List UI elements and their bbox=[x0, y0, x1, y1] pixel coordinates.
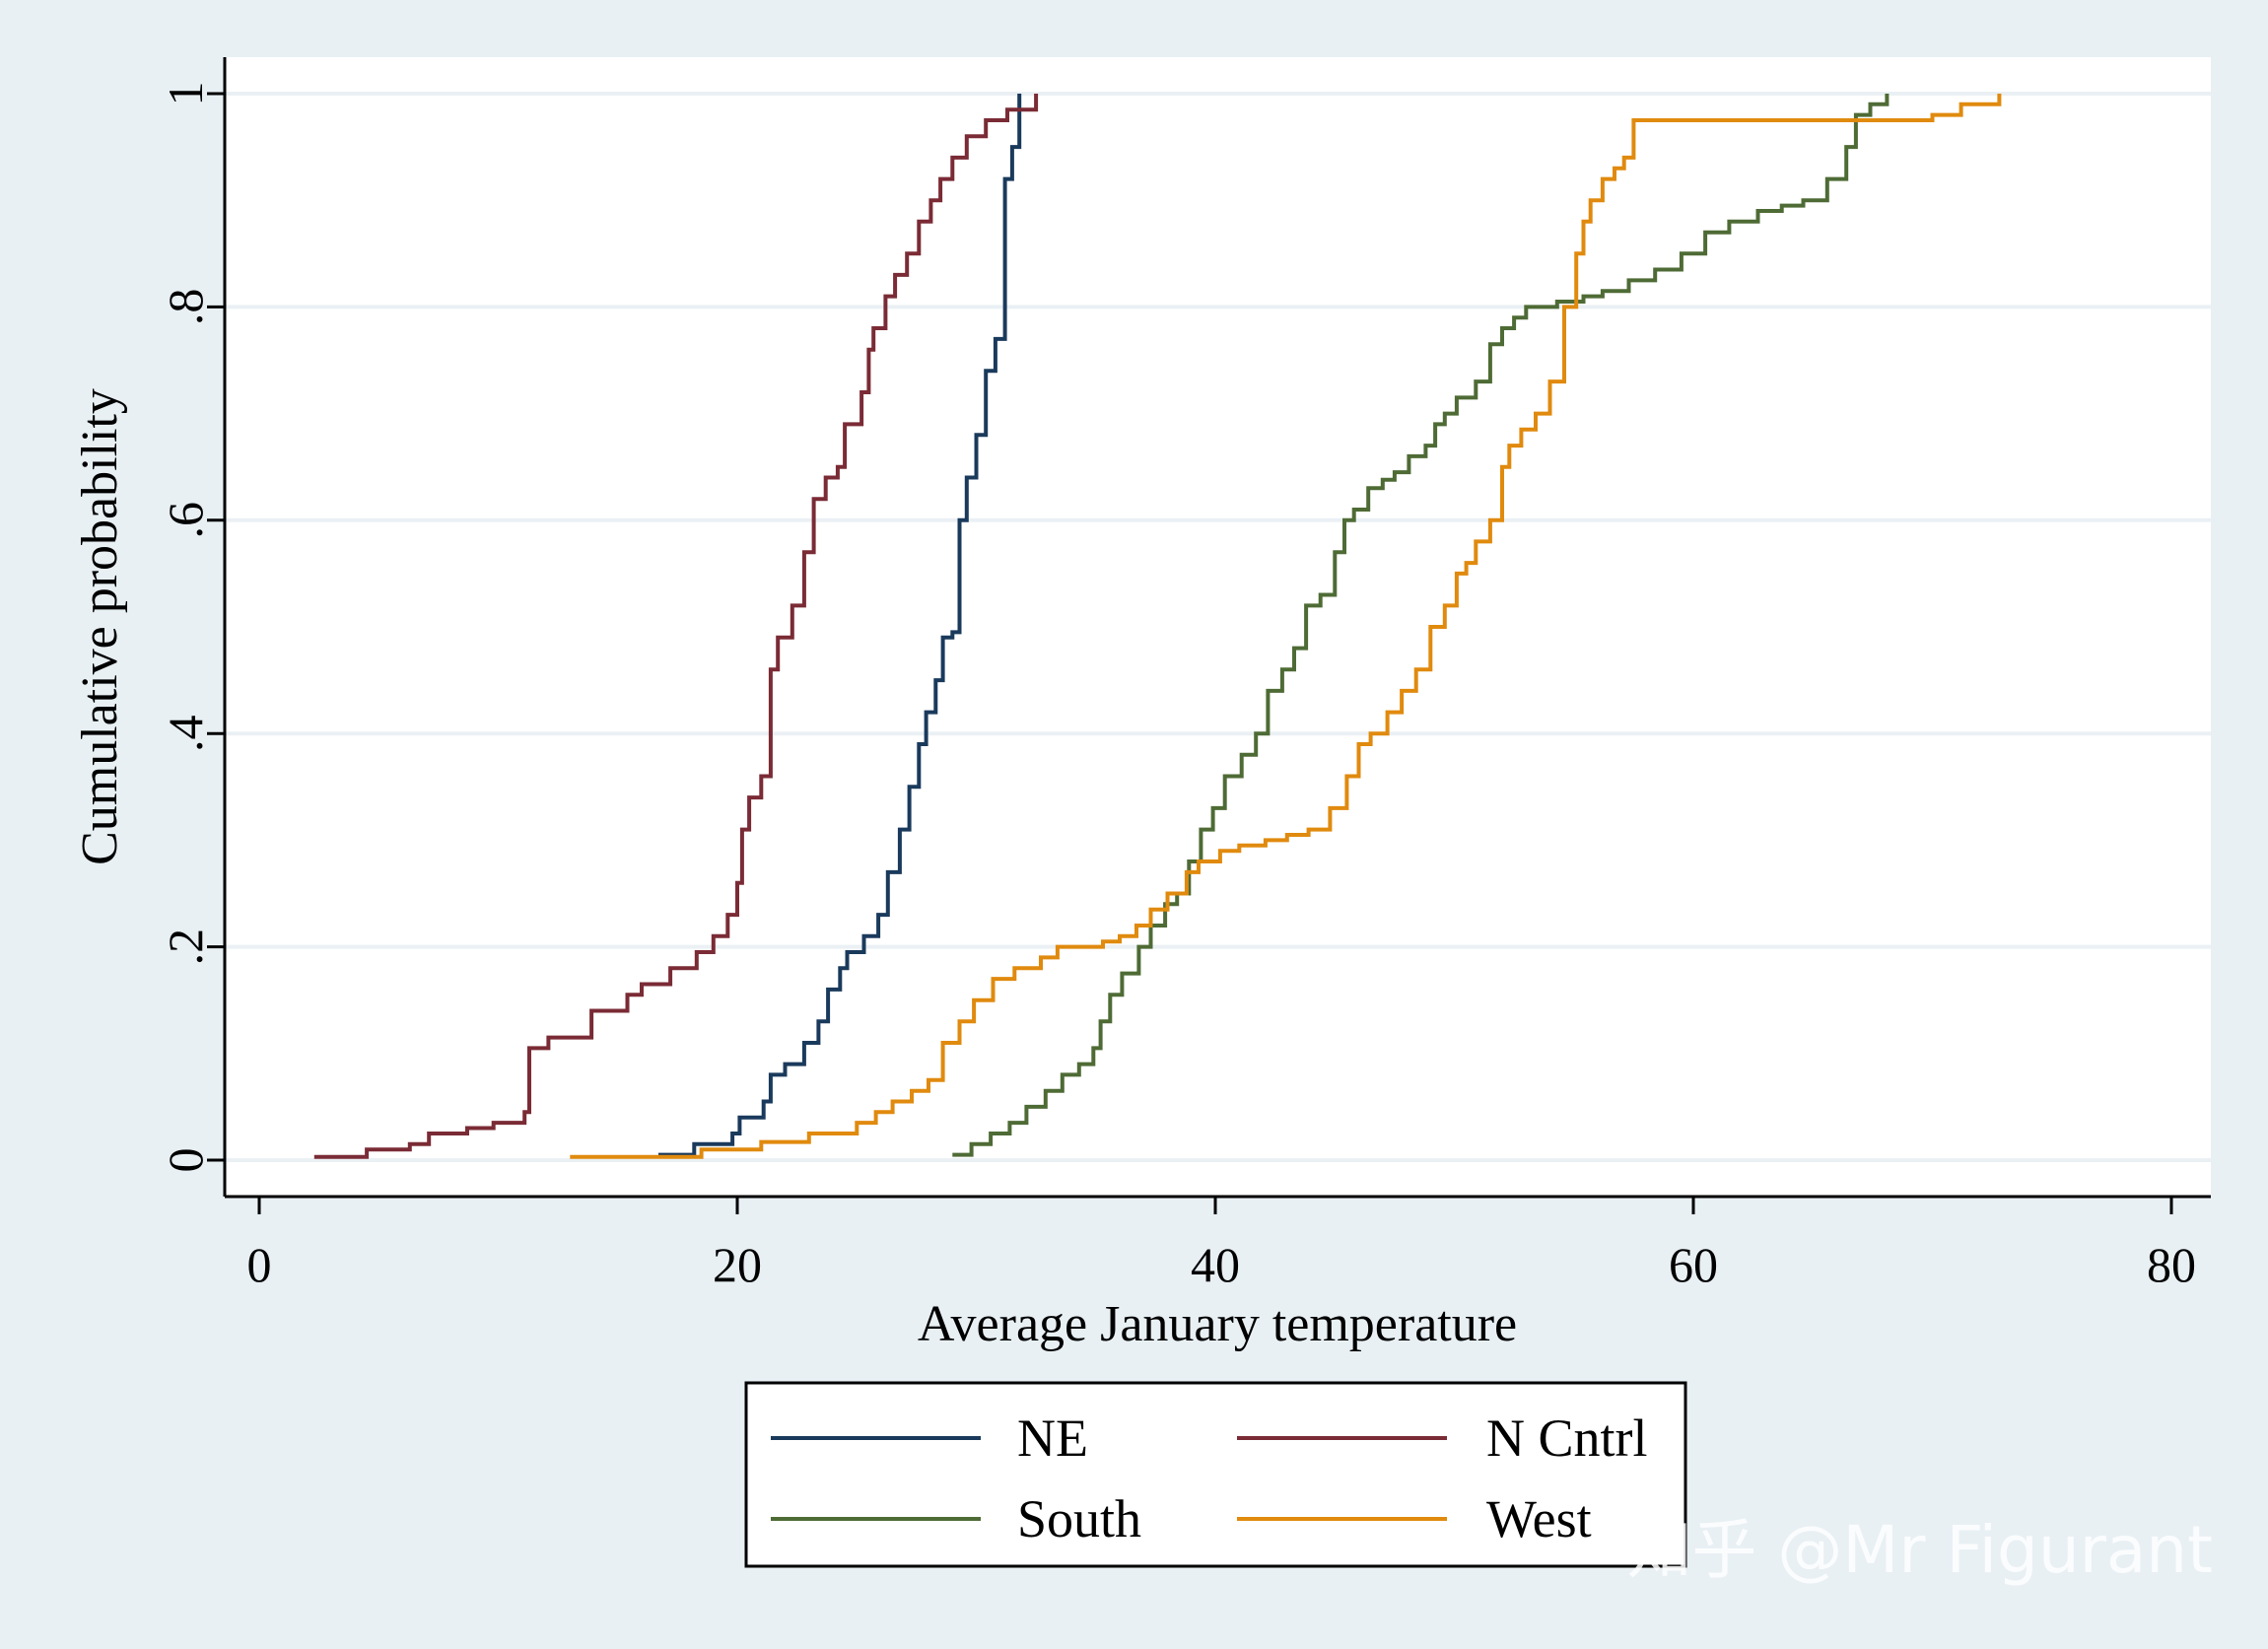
legend-box bbox=[744, 1381, 1687, 1568]
series-line-south bbox=[952, 94, 1890, 1157]
axes-layer: 0 .2 .4 .6 .8 1 0 20 40 60 80 bbox=[158, 57, 2211, 1292]
x-tick-label: 0 bbox=[247, 1237, 272, 1292]
legend-label-west: West bbox=[1486, 1489, 1592, 1548]
legend-label-n-cntrl: N Cntrl bbox=[1486, 1409, 1648, 1468]
y-axis-title: Cumulative probability bbox=[72, 388, 128, 865]
plot-area bbox=[225, 57, 2211, 1197]
x-tick-label: 40 bbox=[1191, 1237, 1240, 1292]
x-tick-label: 20 bbox=[713, 1237, 762, 1292]
y-tick-label: 0 bbox=[158, 1148, 213, 1173]
legend-label-south: South bbox=[1017, 1489, 1141, 1548]
legend-label-ne: NE bbox=[1017, 1409, 1088, 1468]
gridlines bbox=[225, 92, 2211, 1162]
y-tick-label: 1 bbox=[158, 82, 213, 106]
series-layer bbox=[313, 94, 2002, 1159]
series-line-ne bbox=[658, 94, 1022, 1157]
legend: NE N Cntrl South West bbox=[744, 1381, 1687, 1568]
y-tick-label: .6 bbox=[158, 502, 213, 539]
series-line-n-cntrl bbox=[313, 94, 1039, 1159]
y-tick-label: .2 bbox=[158, 928, 213, 966]
y-tick-label: .8 bbox=[158, 289, 213, 326]
series-line-west bbox=[570, 94, 2002, 1159]
x-axis-title: Average January temperature bbox=[918, 1296, 1517, 1352]
x-tick-label: 80 bbox=[2147, 1237, 2196, 1292]
y-tick-label: .4 bbox=[158, 715, 213, 752]
x-tick-label: 60 bbox=[1669, 1237, 1718, 1292]
watermark: 知乎 @Mr Figurant bbox=[1626, 1512, 2213, 1588]
